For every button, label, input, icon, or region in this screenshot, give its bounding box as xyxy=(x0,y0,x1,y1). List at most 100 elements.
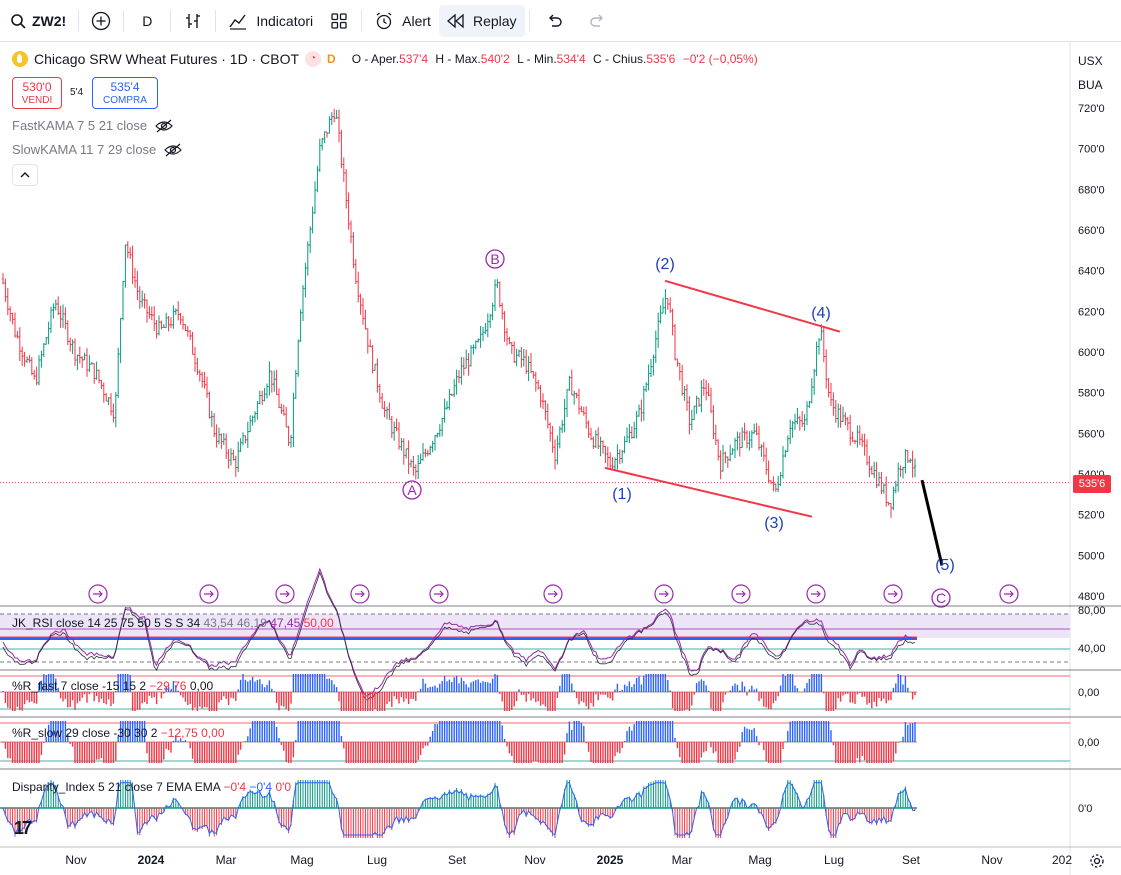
event-marker-circle xyxy=(88,584,108,604)
rfast-histogram xyxy=(2,674,916,711)
wave-5-label: (5) xyxy=(935,557,955,574)
rsi-axis-80: 80,00 xyxy=(1078,605,1106,617)
price-axis-label: 700'0 xyxy=(1078,144,1105,156)
price-bars xyxy=(1,108,917,518)
change-value: −0'2 (−0,05%) xyxy=(682,52,758,66)
wave-c-label: C xyxy=(936,590,946,606)
price-axis-label: 480'0 xyxy=(1078,591,1105,603)
sell-label: VENDI xyxy=(21,95,53,106)
indicators-icon xyxy=(229,14,247,30)
templates-button[interactable] xyxy=(321,5,357,37)
rslow-axis-label: 0,00 xyxy=(1078,737,1099,749)
time-axis-label: Nov xyxy=(65,853,86,867)
time-axis-label: Set xyxy=(448,853,467,867)
redo-icon xyxy=(589,14,603,27)
alert-label: Alert xyxy=(402,12,431,29)
arrow-right-icon xyxy=(434,590,444,598)
symbol-search-button[interactable]: ZW2! xyxy=(0,5,74,37)
disparity-legend[interactable]: Disparity_Index 5 21 close 7 EMA EMA −0'… xyxy=(12,780,291,794)
time-axis-label: Lug xyxy=(367,853,387,867)
event-marker-circle xyxy=(883,584,903,604)
time-axis-label: 202 xyxy=(1052,853,1072,867)
spread-value: 5'4 xyxy=(70,87,84,98)
symbol-title: Chicago SRW Wheat Futures · 1D · CBOT xyxy=(34,51,300,67)
rslow-legend[interactable]: %R_slow 29 close -30 30 2 −12,75 0,00 xyxy=(12,726,225,740)
time-axis-label: Mar xyxy=(672,853,693,867)
symbol-label: ZW2! xyxy=(32,12,67,29)
chart-type-button[interactable] xyxy=(175,5,211,37)
sell-button[interactable]: 530'0 VENDI xyxy=(12,77,62,109)
replay-button[interactable]: Replay xyxy=(438,4,525,37)
interval-button[interactable]: D xyxy=(128,5,166,37)
price-axis-label: 720'0 xyxy=(1078,103,1105,115)
current-price-tag: 535'6 xyxy=(1073,475,1111,493)
indicators-label: Indicatori xyxy=(256,12,314,29)
divider xyxy=(215,9,217,32)
chart-canvas[interactable]: 720'0 700'0 680'0 660'0 640'0 620'0 600'0 580'0… xyxy=(0,42,1121,875)
divider xyxy=(123,9,125,32)
unit-selector[interactable]: BUA xyxy=(1078,78,1103,92)
rsi-value-4: 50,00 xyxy=(303,616,334,630)
disparity-histogram xyxy=(2,780,916,838)
rfast-legend[interactable]: %R_fast 7 close -15 15 2 −29,76 0,00 xyxy=(12,679,213,693)
tradingview-logo[interactable]: 17 xyxy=(14,818,32,838)
buy-button[interactable]: 535'4 COMPRA xyxy=(92,77,158,109)
price-axis-label: 660'0 xyxy=(1078,225,1105,237)
wave-b-label: B xyxy=(490,251,499,267)
event-marker-circle xyxy=(731,584,751,604)
chevron-up-icon xyxy=(20,172,30,178)
wave-b-label-circle xyxy=(485,249,505,269)
close-label: C - Chius. xyxy=(593,52,647,66)
undo-icon xyxy=(548,14,562,27)
buy-label: COMPRA xyxy=(103,95,147,106)
undo-button[interactable] xyxy=(534,5,576,37)
rslow-label: %R_slow 29 close -30 30 2 xyxy=(12,726,158,740)
divider xyxy=(361,9,363,32)
wave-c-label-circle xyxy=(931,588,951,608)
wave-4-label: (4) xyxy=(811,305,831,322)
low-value: 534'4 xyxy=(556,52,586,66)
fast-kama-legend[interactable]: FastKAMA 7 5 21 close xyxy=(12,118,173,133)
event-marker-circle xyxy=(543,584,563,604)
fast-kama-label: FastKAMA 7 5 21 close xyxy=(12,118,148,133)
price-axis-label: 680'0 xyxy=(1078,184,1105,196)
alert-button[interactable]: Alert xyxy=(366,5,439,37)
event-marker-circle xyxy=(654,584,674,604)
settings-gear-icon[interactable] xyxy=(1089,853,1105,869)
eye-hidden-icon[interactable] xyxy=(164,143,183,157)
rfast-axis-label: 0,00 xyxy=(1078,687,1099,699)
divider xyxy=(528,9,530,32)
buy-price: 535'4 xyxy=(110,80,140,94)
time-axis-label: Mag xyxy=(748,853,771,867)
rsi-value-3: 47,45 xyxy=(270,616,301,630)
market-status-icon: ◔ xyxy=(305,51,322,67)
open-value: 537'4 xyxy=(399,52,429,66)
compare-symbol-button[interactable] xyxy=(83,5,119,37)
eye-hidden-icon[interactable] xyxy=(155,119,173,133)
divider xyxy=(170,9,172,32)
redo-button[interactable] xyxy=(576,5,618,37)
indicators-button[interactable]: Indicatori xyxy=(220,5,321,37)
rsi-legend[interactable]: JK_RSI close 14 25 75 50 5 S S 34 43,54 … xyxy=(12,616,334,630)
collapse-legend-button[interactable] xyxy=(12,164,38,186)
close-value: 535'6 xyxy=(646,52,676,66)
arrow-right-icon xyxy=(280,590,290,598)
low-label: L - Min. xyxy=(517,52,557,66)
currency-selector[interactable]: USX xyxy=(1078,54,1103,68)
rfast-value-1: −29,76 xyxy=(149,679,187,693)
time-axis-label: Nov xyxy=(524,853,545,867)
interval-label: D xyxy=(142,12,153,29)
rfast-label: %R_fast 7 close -15 15 2 xyxy=(12,679,147,693)
rsi-line xyxy=(2,567,916,697)
ohlc-values: O - Aper.537'4 H - Max.540'2 L - Min.534… xyxy=(352,52,758,66)
price-axis-label: 560'0 xyxy=(1078,428,1105,440)
data-badge: D xyxy=(327,52,336,66)
search-icon xyxy=(11,13,26,29)
time-axis-label: Lug xyxy=(824,853,844,867)
sell-price: 530'0 xyxy=(22,80,52,94)
slow-kama-legend[interactable]: SlowKAMA 11 7 29 close xyxy=(12,142,183,157)
time-axis-label: Nov xyxy=(981,853,1002,867)
arrow-right-icon xyxy=(659,590,669,598)
time-axis-label: Mag xyxy=(290,853,313,867)
